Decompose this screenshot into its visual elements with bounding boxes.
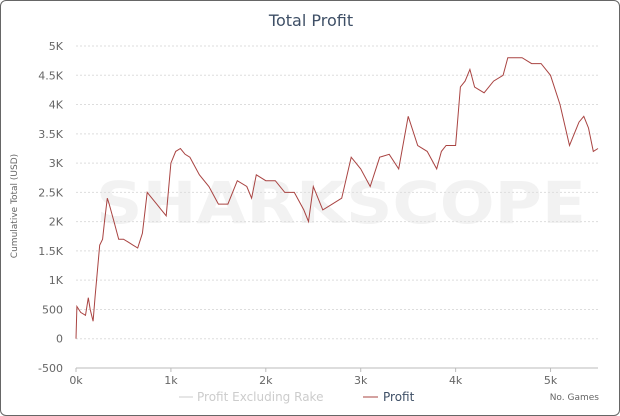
legend-item-profit-excluding-rake[interactable]: Profit Excluding Rake <box>179 390 323 404</box>
y-tick-label: 3.5K <box>38 128 63 141</box>
x-tick-label: 2k <box>259 374 273 387</box>
y-tick-label: 1K <box>49 274 64 287</box>
x-tick-label: 1k <box>164 374 178 387</box>
y-tick-label: 3K <box>49 157 64 170</box>
chart-title: Total Profit <box>268 11 353 30</box>
series-line-profit <box>75 57 599 339</box>
y-tick-label: 4.5K <box>38 69 63 82</box>
watermark: SHARKSCOPE <box>96 169 586 237</box>
x-tick-label: 5k <box>544 374 558 387</box>
y-tick-label: 500 <box>42 303 63 316</box>
y-tick-label: 1.5K <box>38 245 63 258</box>
y-tick-label: 0 <box>56 333 63 346</box>
legend-item-profit[interactable]: Profit <box>363 390 415 404</box>
legend: Profit Excluding Rake Profit <box>179 390 415 404</box>
y-tick-label: 2.5K <box>38 186 63 199</box>
legend-label: Profit Excluding Rake <box>197 390 323 404</box>
x-tick-label: 3k <box>354 374 368 387</box>
y-tick-label: -500 <box>38 362 63 375</box>
legend-label: Profit <box>383 390 415 404</box>
y-tick-label: 2K <box>49 216 64 229</box>
y-tick-label: 4K <box>49 99 64 112</box>
x-axis-label: No. Games <box>550 393 600 403</box>
x-tick-label: 0k <box>69 374 83 387</box>
y-tick-label: 5K <box>49 40 64 53</box>
x-tick-label: 4k <box>449 374 463 387</box>
y-axis-label: Cumulative Total (USD) <box>10 154 20 258</box>
